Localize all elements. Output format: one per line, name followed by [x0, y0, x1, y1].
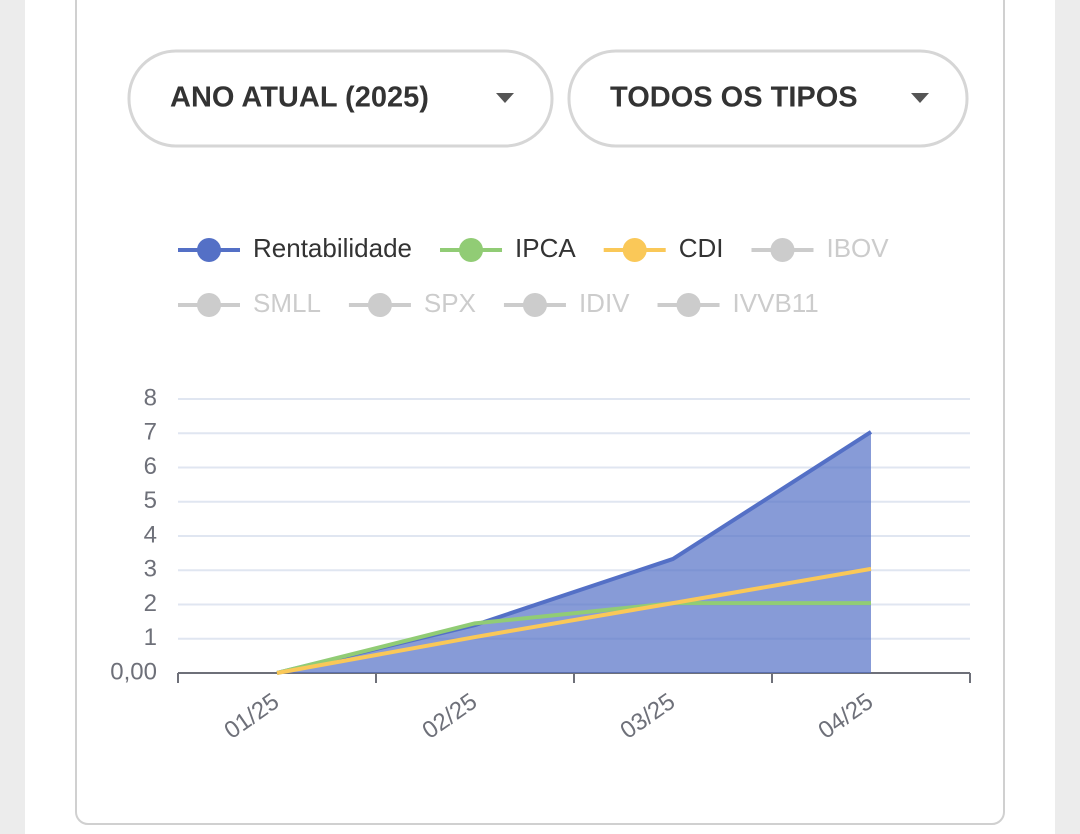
- legend-label[interactable]: IBOV: [826, 233, 889, 263]
- y-tick-label: 4: [144, 521, 157, 548]
- legend-dot[interactable]: [676, 293, 701, 317]
- dropdown-box[interactable]: [567, 49, 969, 148]
- legend-dot[interactable]: [770, 238, 795, 262]
- year-dropdown[interactable]: ANO ATUAL (2025): [127, 49, 554, 148]
- legend-item[interactable]: Rentabilidade: [178, 233, 412, 263]
- legend-label[interactable]: IPCA: [515, 233, 576, 263]
- legend-item[interactable]: SPX: [348, 288, 476, 318]
- legend-dot[interactable]: [459, 238, 484, 262]
- y-tick-label: 0,00: [110, 658, 157, 685]
- legend-item[interactable]: IDIV: [503, 288, 630, 318]
- y-tick-label: 7: [144, 419, 157, 446]
- y-tick-label: 6: [144, 453, 157, 480]
- y-tick-label: 8: [144, 384, 157, 411]
- legend-label[interactable]: IDIV: [579, 288, 630, 318]
- legend-item[interactable]: SMLL: [178, 288, 321, 318]
- legend-dot[interactable]: [622, 238, 647, 262]
- dropdown-label[interactable]: ANO ATUAL (2025): [170, 82, 429, 114]
- line: [276, 566, 872, 675]
- type-dropdown[interactable]: TODOS OS TIPOS: [567, 49, 969, 148]
- dropdown-label[interactable]: TODOS OS TIPOS: [610, 82, 858, 114]
- legend-dot[interactable]: [197, 293, 221, 317]
- y-tick-label: 2: [144, 590, 157, 617]
- legend-dot[interactable]: [522, 293, 547, 317]
- dropdown-arrow[interactable]: [496, 93, 514, 103]
- y-tick-label: 5: [144, 487, 157, 514]
- line: [276, 601, 871, 675]
- legend-label[interactable]: SMLL: [253, 288, 321, 318]
- legend-dot[interactable]: [197, 238, 221, 262]
- legend-item[interactable]: IBOV: [751, 233, 889, 263]
- legend-label[interactable]: SPX: [424, 288, 476, 318]
- dropdown-arrow[interactable]: [911, 93, 929, 103]
- legend-dot[interactable]: [367, 293, 392, 317]
- legend-label[interactable]: CDI: [679, 233, 724, 263]
- legend-item[interactable]: IVVB11: [657, 288, 819, 318]
- y-tick-label: 3: [144, 556, 157, 583]
- dropdown-box[interactable]: [127, 49, 554, 148]
- legend-label[interactable]: IVVB11: [733, 288, 819, 318]
- area: [277, 431, 871, 673]
- legend-item[interactable]: CDI: [603, 233, 724, 263]
- legend-item[interactable]: IPCA: [440, 233, 576, 263]
- legend-label[interactable]: Rentabilidade: [253, 233, 412, 263]
- y-tick-label: 1: [144, 624, 157, 651]
